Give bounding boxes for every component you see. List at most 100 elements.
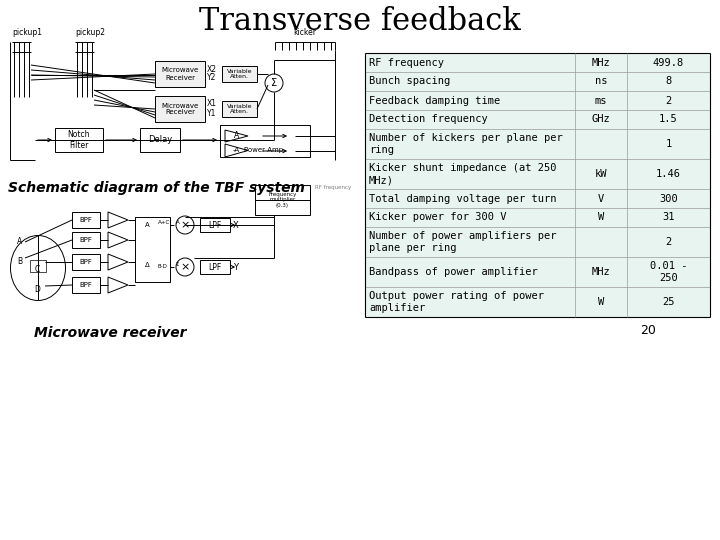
Polygon shape — [225, 144, 248, 157]
Bar — [200, 218, 230, 232]
Text: A: A — [176, 219, 180, 225]
Text: 499.8: 499.8 — [653, 57, 684, 68]
Text: pickup1: pickup1 — [12, 28, 42, 37]
Text: 2: 2 — [665, 96, 672, 105]
Bar — [222, 66, 257, 82]
Text: MHz: MHz — [592, 267, 611, 277]
Text: Feedback damping time: Feedback damping time — [369, 96, 500, 105]
Text: Y2: Y2 — [207, 73, 217, 83]
Text: GHz: GHz — [592, 114, 611, 125]
Text: Microwave
Receiver: Microwave Receiver — [161, 103, 199, 116]
Circle shape — [176, 216, 194, 234]
Text: pickup2: pickup2 — [75, 28, 105, 37]
Text: Σ: Σ — [176, 261, 179, 267]
Text: A: A — [234, 132, 239, 140]
Text: BPF: BPF — [80, 282, 92, 288]
Text: 2: 2 — [665, 237, 672, 247]
Text: C: C — [35, 266, 40, 274]
Text: 0.01 -
250: 0.01 - 250 — [649, 261, 688, 283]
Text: 300: 300 — [659, 193, 678, 204]
Circle shape — [176, 258, 194, 276]
Polygon shape — [225, 130, 248, 142]
Text: kW: kW — [595, 169, 607, 179]
Text: B: B — [17, 258, 22, 267]
Text: B-D: B-D — [158, 265, 168, 269]
Text: V: V — [598, 193, 604, 204]
Text: Notch
Filter: Notch Filter — [68, 130, 90, 150]
Bar — [55, 128, 103, 152]
Text: Power Amp.: Power Amp. — [244, 147, 286, 153]
Polygon shape — [108, 232, 128, 248]
Text: Frequency
multiplier
(0.3): Frequency multiplier (0.3) — [269, 192, 297, 208]
Text: D: D — [34, 286, 40, 294]
Text: 20: 20 — [640, 323, 656, 336]
Text: X: X — [233, 220, 239, 230]
Text: 25: 25 — [662, 297, 675, 307]
Text: A+C: A+C — [158, 219, 170, 225]
Text: X1: X1 — [207, 99, 217, 109]
Text: A: A — [17, 238, 22, 246]
Bar — [72, 254, 100, 270]
Text: ×: × — [180, 262, 189, 272]
Bar — [255, 185, 310, 215]
Text: Total damping voltage per turn: Total damping voltage per turn — [369, 193, 557, 204]
Text: W: W — [598, 213, 604, 222]
Text: Bunch spacing: Bunch spacing — [369, 77, 450, 86]
Text: 1.46: 1.46 — [656, 169, 681, 179]
Bar — [222, 101, 257, 117]
Text: Kicker power for 300 V: Kicker power for 300 V — [369, 213, 506, 222]
Text: Δ: Δ — [145, 262, 150, 268]
Bar — [72, 277, 100, 293]
Text: Delay: Delay — [148, 136, 172, 145]
Polygon shape — [108, 254, 128, 270]
Text: ×: × — [180, 220, 189, 230]
Circle shape — [265, 74, 283, 92]
Text: Output power rating of power
amplifier: Output power rating of power amplifier — [369, 291, 544, 313]
Text: Y: Y — [233, 262, 238, 272]
Text: Microwave
Receiver: Microwave Receiver — [161, 68, 199, 80]
Text: ns: ns — [595, 77, 607, 86]
Text: Variable
Atten.: Variable Atten. — [227, 104, 252, 114]
Polygon shape — [108, 212, 128, 228]
Text: BPF: BPF — [80, 217, 92, 223]
Bar — [200, 260, 230, 274]
Bar — [220, 125, 310, 157]
Bar — [140, 128, 180, 152]
Bar — [135, 217, 170, 282]
Text: ms: ms — [595, 96, 607, 105]
Bar — [30, 260, 46, 272]
Text: A: A — [145, 222, 150, 228]
Bar — [72, 212, 100, 228]
Text: RF frequency: RF frequency — [369, 57, 444, 68]
Text: 1.5: 1.5 — [659, 114, 678, 125]
Text: 8: 8 — [665, 77, 672, 86]
Text: Kicker shunt impedance (at 250
MHz): Kicker shunt impedance (at 250 MHz) — [369, 163, 557, 185]
Text: Microwave receiver: Microwave receiver — [34, 326, 186, 340]
Text: LPF: LPF — [208, 220, 222, 230]
Text: BPF: BPF — [80, 259, 92, 265]
Text: Variable
Atten.: Variable Atten. — [227, 69, 252, 79]
Text: -A: -A — [233, 147, 240, 153]
Bar — [365, 53, 710, 317]
Text: Schematic diagram of the TBF system: Schematic diagram of the TBF system — [8, 181, 305, 195]
Text: LPF: LPF — [208, 262, 222, 272]
Polygon shape — [108, 277, 128, 293]
Text: Transverse feedback: Transverse feedback — [199, 6, 521, 37]
Text: RF frequency: RF frequency — [315, 186, 351, 191]
Text: kicker: kicker — [294, 28, 317, 37]
Text: Number of power amplifiers per
plane per ring: Number of power amplifiers per plane per… — [369, 231, 557, 253]
Bar — [155, 61, 205, 87]
Text: Σ: Σ — [271, 78, 277, 88]
Text: Y1: Y1 — [207, 109, 217, 118]
Text: Detection frequency: Detection frequency — [369, 114, 487, 125]
Bar — [155, 96, 205, 122]
Text: MHz: MHz — [592, 57, 611, 68]
Text: W: W — [598, 297, 604, 307]
Text: BPF: BPF — [80, 237, 92, 243]
Bar — [72, 232, 100, 248]
Text: Number of kickers per plane per
ring: Number of kickers per plane per ring — [369, 133, 563, 155]
Text: Bandpass of power amplifier: Bandpass of power amplifier — [369, 267, 538, 277]
Text: 1: 1 — [665, 139, 672, 149]
Text: X2: X2 — [207, 64, 217, 73]
Text: 31: 31 — [662, 213, 675, 222]
